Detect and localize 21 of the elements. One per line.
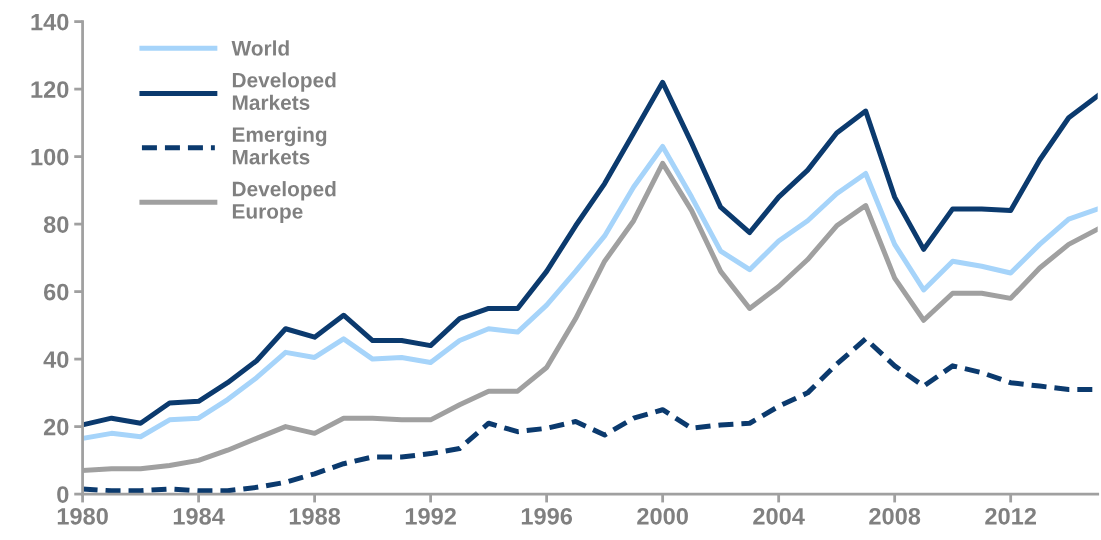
y-tick-label: 100 — [31, 148, 69, 166]
y-tick-label: 20 — [43, 418, 69, 436]
y-tick-label: 0 — [57, 486, 69, 503]
x-tick-label: 1992 — [405, 507, 456, 525]
x-tick-label: 2012 — [985, 507, 1037, 525]
x-tick-label: 1996 — [521, 507, 573, 525]
y-tick-label: 40 — [43, 351, 69, 368]
x-tick-label: 2000 — [637, 507, 688, 525]
x-tick-label: 1980 — [57, 507, 108, 525]
legend-label: World — [231, 40, 289, 56]
y-tick-label: 80 — [43, 216, 69, 233]
y-tick-label: 120 — [31, 81, 69, 98]
legend-label: Developed Europe — [232, 181, 336, 223]
x-tick-label: 1984 — [173, 507, 225, 525]
y-tick-label: 60 — [43, 283, 69, 301]
x-tick-label: 2008 — [869, 507, 921, 525]
legend-label: Developed Markets — [232, 72, 336, 111]
x-tick-label: 1988 — [289, 507, 341, 525]
y-tick-label: 140 — [31, 13, 69, 31]
x-tick-label: 2004 — [753, 507, 805, 525]
legend-label: Emerging Markets — [232, 126, 327, 165]
